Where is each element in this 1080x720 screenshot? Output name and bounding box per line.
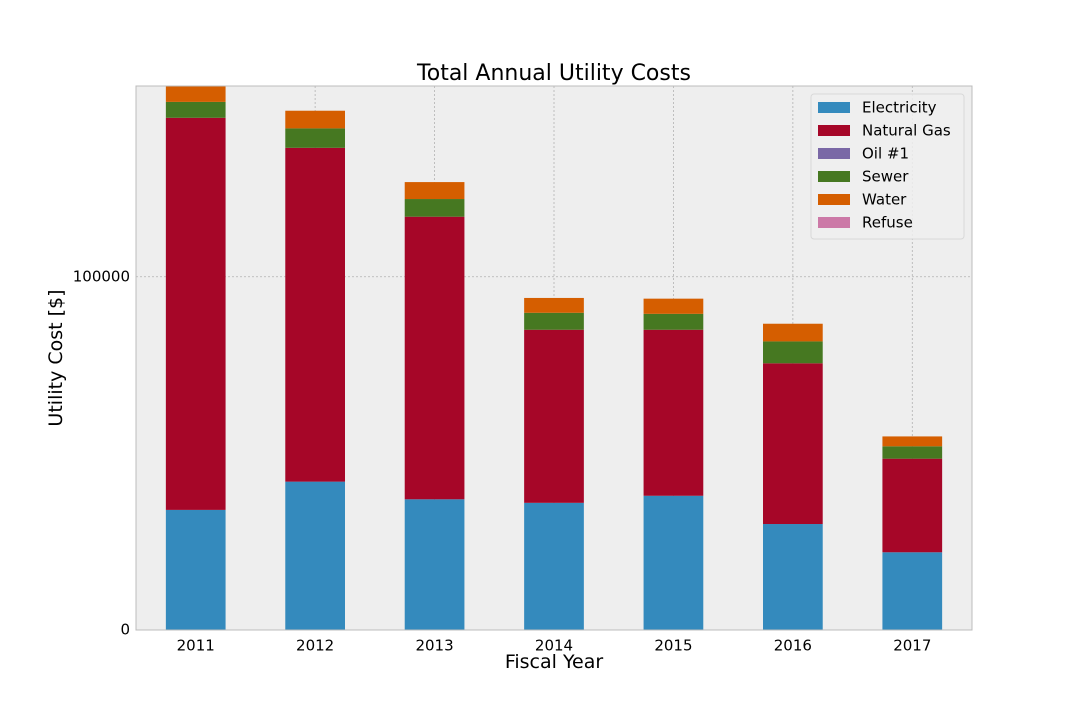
bar-electricity-2012 xyxy=(285,481,345,630)
bar-electricity-2013 xyxy=(404,499,465,630)
bar-natural-gas-2012 xyxy=(285,147,345,482)
x-tick-label: 2016 xyxy=(774,637,812,655)
bar-sewer-2016 xyxy=(763,341,823,364)
chart-title: Total Annual Utility Costs xyxy=(416,61,691,86)
bar-electricity-2017 xyxy=(882,552,943,630)
bar-water-2012 xyxy=(285,110,345,129)
legend-label-natural-gas: Natural Gas xyxy=(862,122,951,140)
bar-water-2013 xyxy=(404,182,465,200)
legend-label-refuse: Refuse xyxy=(862,214,913,232)
x-tick-label: 2011 xyxy=(177,637,215,655)
bar-sewer-2013 xyxy=(404,199,465,217)
y-tick-label: 100000 xyxy=(73,267,130,285)
bars xyxy=(165,86,943,630)
legend: Electricity Natural Gas Oil #1 Sewer Water Re… xyxy=(810,93,965,240)
bar-water-2016 xyxy=(763,323,823,342)
legend-swatch-natural-gas xyxy=(818,125,850,136)
bar-sewer-2017 xyxy=(882,446,943,459)
legend-swatch-electricity xyxy=(818,102,850,113)
bar-sewer-2014 xyxy=(524,312,584,330)
bar-water-2014 xyxy=(524,297,584,313)
y-axis-label: Utility Cost [$] xyxy=(45,289,67,426)
legend-label-sewer: Sewer xyxy=(862,168,909,186)
y-tick-label: 0 xyxy=(120,621,130,639)
bar-natural-gas-2013 xyxy=(404,216,465,500)
bar-natural-gas-2016 xyxy=(763,363,823,525)
legend-label-oil-1: Oil #1 xyxy=(862,145,909,163)
bar-natural-gas-2015 xyxy=(643,329,704,496)
x-tick-label: 2017 xyxy=(893,637,931,655)
bar-electricity-2014 xyxy=(524,502,584,630)
x-axis-label: Fiscal Year xyxy=(505,651,604,673)
bar-water-2011 xyxy=(165,86,226,102)
legend-swatch-refuse xyxy=(818,217,850,228)
legend-swatch-oil-1 xyxy=(818,148,850,159)
legend-swatch-sewer xyxy=(818,171,850,182)
bar-natural-gas-2011 xyxy=(165,117,226,510)
ticks: 2011 2012 2013 2014 2015 2016 2017 0 100000 xyxy=(73,267,932,654)
x-tick-label: 2014 xyxy=(535,637,573,655)
x-tick-label: 2013 xyxy=(415,637,453,655)
bar-natural-gas-2014 xyxy=(524,329,584,503)
bar-sewer-2015 xyxy=(643,313,704,330)
bar-natural-gas-2017 xyxy=(882,458,943,553)
bar-sewer-2011 xyxy=(165,101,226,118)
bar-sewer-2012 xyxy=(285,128,345,148)
bar-electricity-2015 xyxy=(643,495,704,630)
x-tick-label: 2012 xyxy=(296,637,334,655)
bar-electricity-2016 xyxy=(763,524,823,630)
legend-label-electricity: Electricity xyxy=(862,99,937,117)
bar-electricity-2011 xyxy=(165,509,226,630)
plot-frame xyxy=(135,85,973,631)
legend-swatch-water xyxy=(818,194,850,205)
x-tick-label: 2015 xyxy=(654,637,692,655)
bar-water-2015 xyxy=(643,298,704,314)
bar-water-2017 xyxy=(882,436,943,447)
legend-label-water: Water xyxy=(862,191,907,209)
